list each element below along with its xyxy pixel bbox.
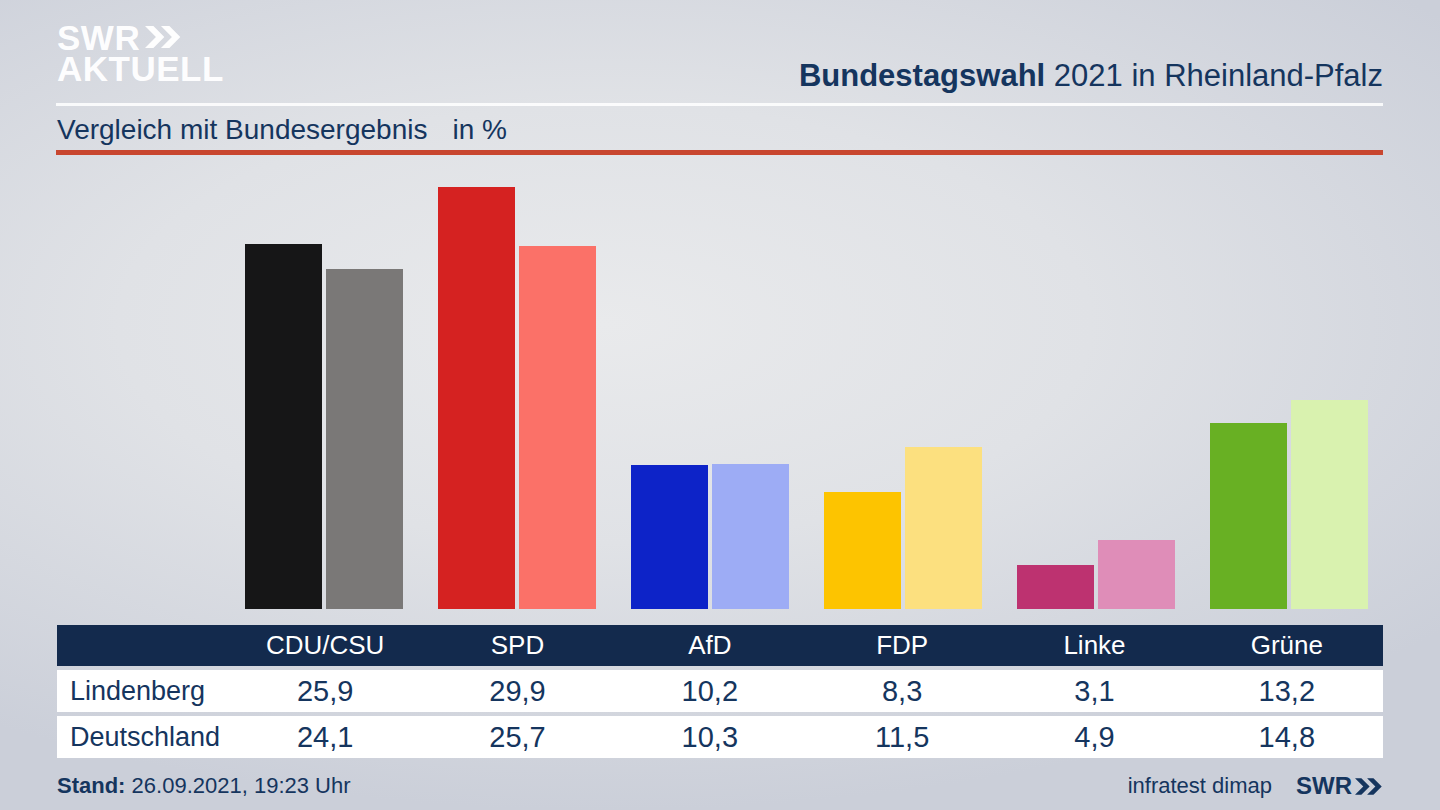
bar-group-fdp — [824, 186, 982, 609]
value-deutschland-linke: 4,9 — [998, 721, 1190, 754]
swr-logo-small-text: SWR — [1296, 772, 1352, 800]
bar-chart — [245, 186, 1368, 609]
stand-note: Stand: 26.09.2021, 19:23 Uhr — [57, 773, 351, 799]
page-title: Bundestagswahl 2021 in Rheinland-Pfalz — [799, 58, 1383, 94]
table-header-gr-ne: Grüne — [1191, 630, 1383, 661]
bar-lindenberg-afd — [631, 465, 708, 609]
logo-text-aktuell: AKTUELL — [57, 53, 224, 84]
bar-group-gr-ne — [1210, 186, 1368, 609]
title-bold: Bundestagswahl — [799, 58, 1045, 93]
value-deutschland-gr-ne: 14,8 — [1191, 721, 1383, 754]
row-label-deutschland: Deutschland — [57, 722, 229, 753]
header-divider — [56, 103, 1383, 106]
bar-deutschland-linke — [1098, 540, 1175, 609]
bar-deutschland-spd — [519, 246, 596, 609]
title-rest: 2021 in Rheinland-Pfalz — [1054, 58, 1383, 93]
table-row-deutschland: Deutschland24,125,710,311,54,914,8 — [57, 716, 1383, 758]
bar-group-cdu-csu — [245, 186, 403, 609]
value-deutschland-cdu-csu: 24,1 — [229, 721, 421, 754]
bar-deutschland-afd — [712, 464, 789, 609]
table-header-cdu-csu: CDU/CSU — [229, 630, 421, 661]
value-lindenberg-spd: 29,9 — [421, 675, 613, 708]
swr-logo-small: SWR — [1296, 772, 1383, 800]
double-chevron-right-icon — [145, 25, 182, 49]
bar-lindenberg-cdu-csu — [245, 244, 322, 609]
bar-lindenberg-linke — [1017, 565, 1094, 609]
value-lindenberg-afd: 10,2 — [614, 675, 806, 708]
row-label-lindenberg: Lindenberg — [57, 676, 229, 707]
bar-deutschland-cdu-csu — [326, 269, 403, 609]
subtitle-label: Vergleich mit Bundesergebnis — [57, 114, 427, 145]
bar-lindenberg-fdp — [824, 492, 901, 609]
bar-lindenberg-spd — [438, 187, 515, 609]
results-table: CDU/CSUSPDAfDFDPLinkeGrüne Lindenberg25,… — [57, 625, 1383, 758]
value-lindenberg-cdu-csu: 25,9 — [229, 675, 421, 708]
page: SWR AKTUELL Bundestagswahl 2021 in Rhein… — [0, 0, 1440, 810]
value-lindenberg-gr-ne: 13,2 — [1191, 675, 1383, 708]
table-row-lindenberg: Lindenberg25,929,910,28,33,113,2 — [57, 670, 1383, 712]
table-header-linke: Linke — [998, 630, 1190, 661]
double-chevron-right-icon — [1355, 778, 1383, 795]
value-deutschland-fdp: 11,5 — [806, 721, 998, 754]
table-header-fdp: FDP — [806, 630, 998, 661]
value-lindenberg-fdp: 8,3 — [806, 675, 998, 708]
bar-group-afd — [631, 186, 789, 609]
chart-subtitle: Vergleich mit Bundesergebnis in % — [57, 114, 507, 146]
bar-deutschland-gr-ne — [1291, 400, 1368, 609]
swr-aktuell-logo: SWR AKTUELL — [57, 22, 224, 84]
bar-lindenberg-gr-ne — [1210, 423, 1287, 609]
subtitle-unit: in % — [452, 114, 506, 145]
bar-deutschland-fdp — [905, 447, 982, 609]
table-header-afd: AfD — [614, 630, 806, 661]
source-note: infratest dimap SWR — [1128, 772, 1383, 800]
bar-group-linke — [1017, 186, 1175, 609]
source-label: infratest dimap — [1128, 773, 1272, 799]
table-header-spd: SPD — [421, 630, 613, 661]
bar-group-spd — [438, 186, 596, 609]
stand-value: 26.09.2021, 19:23 Uhr — [132, 773, 351, 798]
value-deutschland-afd: 10,3 — [614, 721, 806, 754]
accent-rule — [56, 150, 1383, 155]
stand-label: Stand: — [57, 773, 125, 798]
value-lindenberg-linke: 3,1 — [998, 675, 1190, 708]
table-header-row: CDU/CSUSPDAfDFDPLinkeGrüne — [57, 625, 1383, 666]
value-deutschland-spd: 25,7 — [421, 721, 613, 754]
